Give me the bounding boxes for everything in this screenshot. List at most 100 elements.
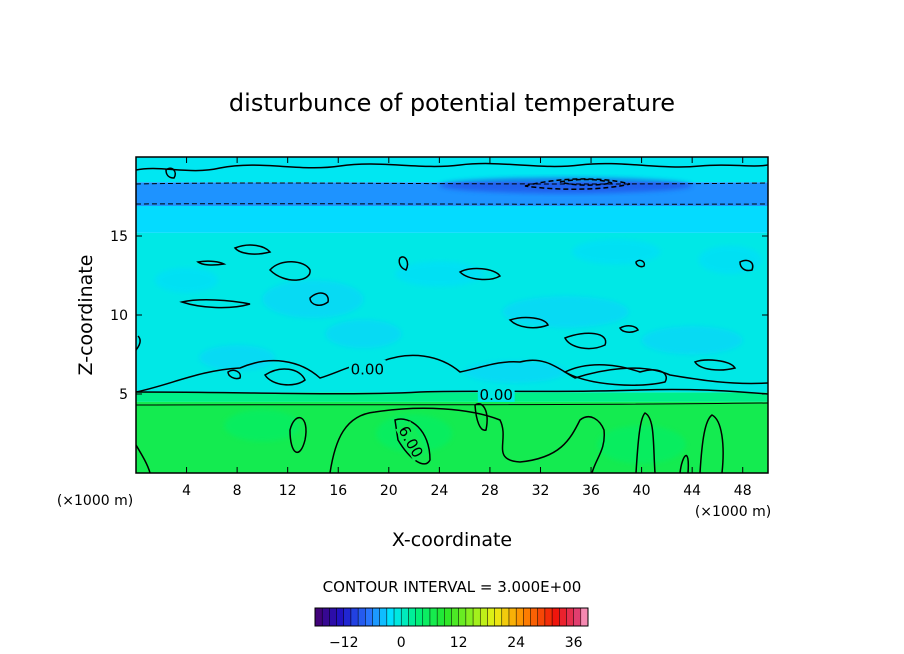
plot-area: 0.000.006.00 <box>135 156 769 474</box>
colorbar-tick-label: 36 <box>565 635 583 651</box>
contour-line-island-10 <box>563 364 667 386</box>
field-patch-9 <box>154 267 219 293</box>
x-tick-label: 16 <box>329 483 347 499</box>
contour-line-column-3 <box>699 414 724 473</box>
x-tick-label: 4 <box>182 483 191 499</box>
contour-line-island-15 <box>165 167 177 179</box>
contour-label-bg-3 <box>395 420 429 462</box>
contour-label-text-1: 0.00 <box>351 361 384 379</box>
colorbar-swatch <box>343 607 352 627</box>
colorbar-swatch <box>458 607 467 627</box>
x-tick-label: 44 <box>683 483 701 499</box>
contour-line-negative-peak-inner <box>559 178 613 186</box>
contour-label-bg-1 <box>348 359 386 377</box>
z-axis: 5 10 15 <box>110 229 768 403</box>
colorbar-swatch <box>422 607 431 627</box>
colorbar-swatch <box>379 607 388 627</box>
contour-line-column-4 <box>679 455 690 473</box>
contour-line-island-18 <box>635 259 646 268</box>
contour-labels: 0.000.006.00 <box>348 359 515 462</box>
contour-line-island-14 <box>398 256 409 271</box>
contour-line-island-12 <box>739 259 754 272</box>
colorbar-tick-label: 24 <box>507 635 525 651</box>
colorbar-swatch <box>321 607 330 627</box>
colorbar-swatch <box>365 607 373 627</box>
colorbar-swatch <box>415 607 424 627</box>
contour-label-bg-2 <box>477 385 515 402</box>
field-patch-4 <box>199 345 276 371</box>
z-tick-label: 15 <box>110 229 128 245</box>
field-patch-7 <box>572 239 661 265</box>
field-patch-3 <box>395 261 484 287</box>
colorbar-swatch <box>436 607 445 627</box>
field-patch-5 <box>641 326 743 355</box>
contour-label-1: 0.00 <box>348 359 386 379</box>
contour-line-top-1 <box>136 162 768 172</box>
colorbar-swatch <box>523 607 531 627</box>
field-patch-8 <box>325 319 402 349</box>
colorbar-swatch <box>544 607 553 627</box>
x-tick-label: 12 <box>279 483 297 499</box>
field-patch-2 <box>502 296 629 328</box>
colorbar-swatch <box>559 607 567 627</box>
colorbar-tick-label: −12 <box>329 635 359 651</box>
contour-label-2: 0.00 <box>477 385 515 404</box>
field-patch-10 <box>698 245 762 274</box>
colorbar-swatch <box>393 607 402 627</box>
colorbar-swatch <box>501 607 510 627</box>
z-axis-label: Z-coordinate <box>75 255 97 376</box>
x-tick-label: 20 <box>380 483 398 499</box>
colorbar-swatch <box>386 607 395 627</box>
x-tick-label: 8 <box>233 483 242 499</box>
x-tick-label: 40 <box>633 483 651 499</box>
contour-line-island-5 <box>196 260 227 266</box>
colorbar: −12 0 12 24 36 <box>314 607 589 651</box>
colorbar-swatch <box>408 607 417 627</box>
colorbar-swatch <box>465 607 474 627</box>
chart-title: disturbunce of potential temperature <box>229 89 675 117</box>
colorbar-swatch <box>372 607 381 627</box>
contour-line-island-6 <box>458 267 502 281</box>
colorbar-swatch <box>444 607 452 627</box>
colorbar-swatch <box>537 607 546 627</box>
x-unit-right: (×1000 m) <box>695 504 771 520</box>
field-negative-streak <box>439 177 693 194</box>
x-axis: 4 8 12 16 20 24 28 32 36 40 44 48 <box>182 157 752 499</box>
field-patch-12 <box>597 425 686 464</box>
colorbar-swatch <box>487 607 496 627</box>
field-band-6 <box>136 157 768 183</box>
contour-interval-label: CONTOUR INTERVAL = 3.000E+00 <box>323 578 582 596</box>
contour-line-column-2 <box>635 412 656 473</box>
contour-line-upper-dashed <box>136 182 768 185</box>
contour-label-text-2: 0.00 <box>480 386 513 404</box>
colorbar-swatch <box>350 607 359 627</box>
x-axis-label: X-coordinate <box>392 529 512 551</box>
x-unit-left: (×1000 m) <box>57 493 133 509</box>
contour-line-column-1 <box>289 417 307 453</box>
contour-line-island-11 <box>693 359 737 371</box>
contour-line-island-8 <box>508 316 549 329</box>
field-patch-6 <box>464 360 566 383</box>
x-tick-label: 48 <box>734 483 752 499</box>
colorbar-swatch <box>551 607 560 627</box>
contour-line-island-13 <box>263 368 306 386</box>
x-tick-label: 24 <box>430 483 448 499</box>
field-band-2 <box>136 392 768 402</box>
z-tick-label: 10 <box>110 308 128 324</box>
colorbar-swatch <box>314 607 323 627</box>
x-tick-label: 36 <box>582 483 600 499</box>
contour-line-positive-core <box>394 418 431 465</box>
contour-line-negative-peak <box>524 178 631 190</box>
colorbar-swatch <box>515 607 524 627</box>
colorbar-swatch <box>472 607 481 627</box>
contour-line-left-edge-bump <box>136 444 151 473</box>
contour-line-island-16 <box>474 403 488 431</box>
colorbar-tick-label: 0 <box>397 635 406 651</box>
colorbar-swatch <box>357 607 366 627</box>
contour-line-zero-upper <box>136 354 768 393</box>
contour-line-island-1 <box>268 261 311 281</box>
colorbar-swatch <box>336 607 345 627</box>
colorbar-swatch <box>573 607 582 627</box>
colorbar-swatch <box>508 607 517 627</box>
